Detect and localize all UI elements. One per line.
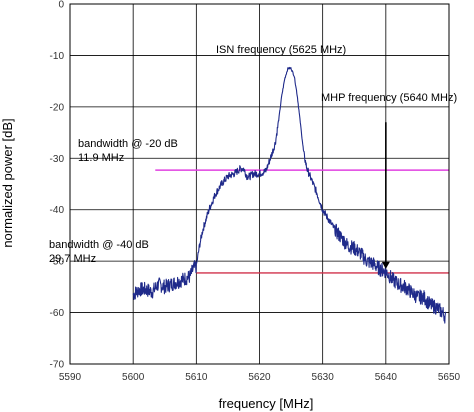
x-tick-label: 5630 [312,372,335,383]
axes [69,3,450,365]
x-tick-label: 5650 [438,372,461,383]
y-tick-label: -20 [50,102,65,113]
x-tick-label: 5610 [185,372,208,383]
y-tick-label: -70 [50,360,65,371]
y-axis-title: normalized power [dB] [0,118,15,247]
x-axis-title: frequency [MHz] [219,396,314,411]
y-tick-label: -60 [50,308,65,319]
x-tick-label: 5620 [248,372,271,383]
bw20-label: bandwidth @ -20 dB [78,138,178,150]
bw20-value: 11.9 MHz [78,152,124,164]
y-tick-label: 0 [58,0,64,11]
x-tick-label: 5640 [375,372,398,383]
mhp-frequency-label: MHP frequency (5640 MHz) [321,92,457,104]
mhp-arrow-head [381,261,390,269]
y-tick-label: -10 [50,51,65,62]
plot-border [69,3,450,365]
series-group [132,66,447,324]
y-tick-label: -50 [50,257,65,268]
tick-labels: 5590 5600 5610 5620 5630 5640 5650 0 -10 -20 -30 -4… [50,0,461,383]
grid [69,3,450,365]
isn-frequency-label: ISN frequency (5625 MHz) [216,44,346,56]
y-tick-label: -40 [50,205,65,216]
spectrum-series-line [132,66,447,324]
y-tick-label: -30 [50,154,65,165]
reference-lines [155,169,449,274]
bw40-label: bandwidth @ -40 dB [49,239,149,251]
bw40-value: 29.7 MHz [49,253,96,265]
mhp-arrow [381,122,390,269]
x-tick-label: 5590 [59,372,82,383]
x-tick-label: 5600 [122,372,145,383]
